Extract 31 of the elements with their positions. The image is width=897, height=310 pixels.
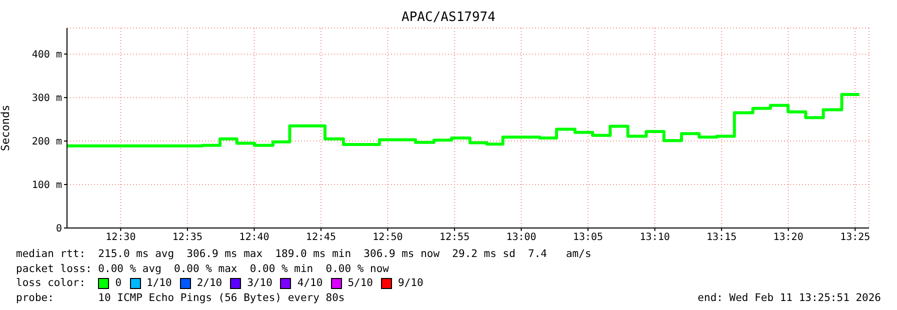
legend-label: 9/10 bbox=[398, 276, 424, 290]
text: packet loss: 0.00 % avg 0.00 % max 0.00 % min 0.00 % now bbox=[16, 262, 390, 276]
y-axis-title: Seconds bbox=[0, 104, 12, 152]
x-tick-label: 12:55 bbox=[439, 232, 470, 244]
x-tick-label: 13:25 bbox=[840, 232, 870, 244]
x-tick-label: 13:20 bbox=[773, 232, 804, 244]
x-tick-label: 12:50 bbox=[372, 232, 403, 244]
y-tick-label: 0 bbox=[56, 224, 62, 235]
legend-label: 1/10 bbox=[146, 276, 172, 290]
legend-label: 2/10 bbox=[196, 276, 222, 290]
x-tick-label: 13:15 bbox=[706, 232, 737, 244]
text: end: Wed Feb 11 13:25:51 2026 bbox=[698, 290, 881, 305]
legend-label: 3/10 bbox=[247, 276, 272, 290]
x-tick-label: 12:35 bbox=[172, 232, 202, 244]
x-tick-label: 12:30 bbox=[106, 232, 136, 244]
y-tick-label: 200 m bbox=[32, 136, 62, 148]
x-tick-label: 13:05 bbox=[572, 232, 604, 244]
legend-label: 5/10 bbox=[348, 276, 373, 290]
x-tick-label: 12:40 bbox=[239, 232, 270, 244]
y-tick-label: 400 m bbox=[32, 50, 62, 61]
legend-label: 0 bbox=[115, 276, 122, 290]
x-tick-label: 13:00 bbox=[506, 232, 536, 244]
chart-title: APAC/AS17974 bbox=[400, 10, 496, 25]
y-tick-label: 300 m bbox=[32, 93, 62, 104]
x-tick-label: 13:10 bbox=[640, 232, 670, 244]
y-tick-label: 100 m bbox=[32, 180, 62, 192]
text: median rtt: 215.0 ms avg 306.9 ms max 189.0 ms min 306.9 ms now 29.2 ms sd 7.4 am/s bbox=[16, 247, 592, 262]
legend-label: 4/10 bbox=[297, 276, 323, 290]
x-tick-label: 12:45 bbox=[306, 232, 336, 244]
legend-title: loss color: bbox=[16, 276, 87, 290]
text: probe: 10 ICMP Echo Pings (56 Bytes) every 80s bbox=[16, 290, 345, 305]
